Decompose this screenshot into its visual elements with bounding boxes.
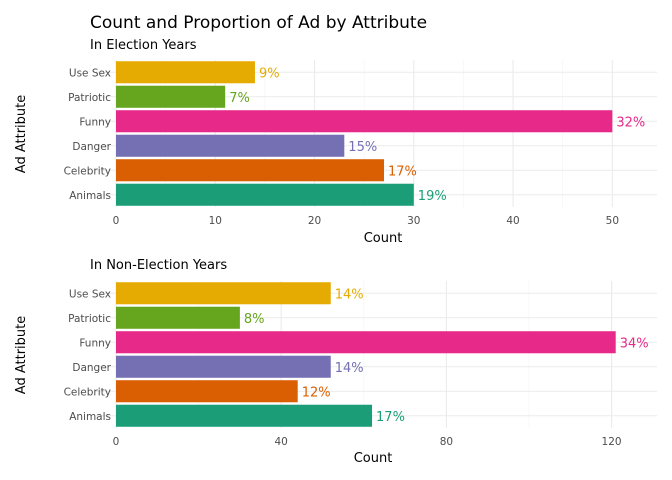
y-tick-label: Patriotic: [68, 313, 111, 325]
bar-funny: [116, 110, 613, 133]
bar-celebrity: [116, 380, 298, 403]
y-tick-label: Animals: [69, 411, 111, 423]
bar-use-sex: [116, 61, 255, 84]
panel-subtitle: In Election Years: [90, 38, 197, 53]
data-label: 14%: [335, 287, 364, 302]
x-axis-title: Count: [364, 231, 403, 246]
data-label: 9%: [259, 66, 280, 81]
y-tick-label: Funny: [79, 337, 111, 349]
bar-celebrity: [116, 159, 385, 182]
y-tick-label: Celebrity: [64, 165, 111, 177]
x-tick-label: 50: [606, 215, 619, 227]
chart-title: Count and Proportion of Ad by Attribute: [90, 13, 427, 33]
y-tick-label: Patriotic: [68, 92, 111, 104]
panel-non-election-years: In Non-Election Years Count Ad Attribute…: [14, 258, 657, 466]
panel-subtitle: In Non-Election Years: [90, 258, 227, 273]
y-axis-title: Ad Attribute: [14, 316, 29, 394]
x-tick-label: 40: [275, 436, 288, 448]
y-tick-label: Danger: [72, 141, 111, 153]
x-tick-label: 120: [602, 436, 622, 448]
bar-patriotic: [116, 306, 240, 329]
bar-use-sex: [116, 282, 331, 305]
bar-funny: [116, 331, 616, 354]
y-tick-label: Use Sex: [69, 67, 111, 79]
y-tick-label: Funny: [79, 116, 111, 128]
x-tick-label: 40: [506, 215, 519, 227]
data-label: 17%: [376, 410, 405, 425]
data-label: 12%: [302, 385, 331, 400]
x-tick-label: 80: [440, 436, 453, 448]
data-label: 32%: [616, 115, 645, 130]
x-tick-label: 10: [209, 215, 222, 227]
bar-danger: [116, 134, 345, 157]
y-tick-label: Use Sex: [69, 288, 111, 300]
x-tick-label: 0: [113, 436, 120, 448]
x-tick-label: 30: [407, 215, 420, 227]
data-label: 34%: [620, 336, 649, 351]
y-axis-title: Ad Attribute: [14, 95, 29, 173]
data-label: 19%: [418, 189, 447, 204]
bar-danger: [116, 355, 331, 378]
data-label: 14%: [335, 361, 364, 376]
bar-animals: [116, 404, 373, 427]
x-tick-label: 20: [308, 215, 321, 227]
panel-election-years: In Election Years Count Ad Attribute 0 10…: [14, 38, 657, 246]
y-tick-label: Animals: [69, 190, 111, 202]
x-tick-label: 0: [113, 215, 120, 227]
data-label: 8%: [244, 312, 265, 327]
data-label: 15%: [348, 140, 377, 155]
bar-patriotic: [116, 85, 226, 108]
bar-animals: [116, 183, 414, 206]
y-tick-label: Celebrity: [64, 386, 111, 398]
y-tick-label: Danger: [72, 362, 111, 374]
x-axis-title: Count: [354, 451, 393, 466]
data-label: 17%: [388, 164, 417, 179]
data-label: 7%: [229, 91, 250, 106]
